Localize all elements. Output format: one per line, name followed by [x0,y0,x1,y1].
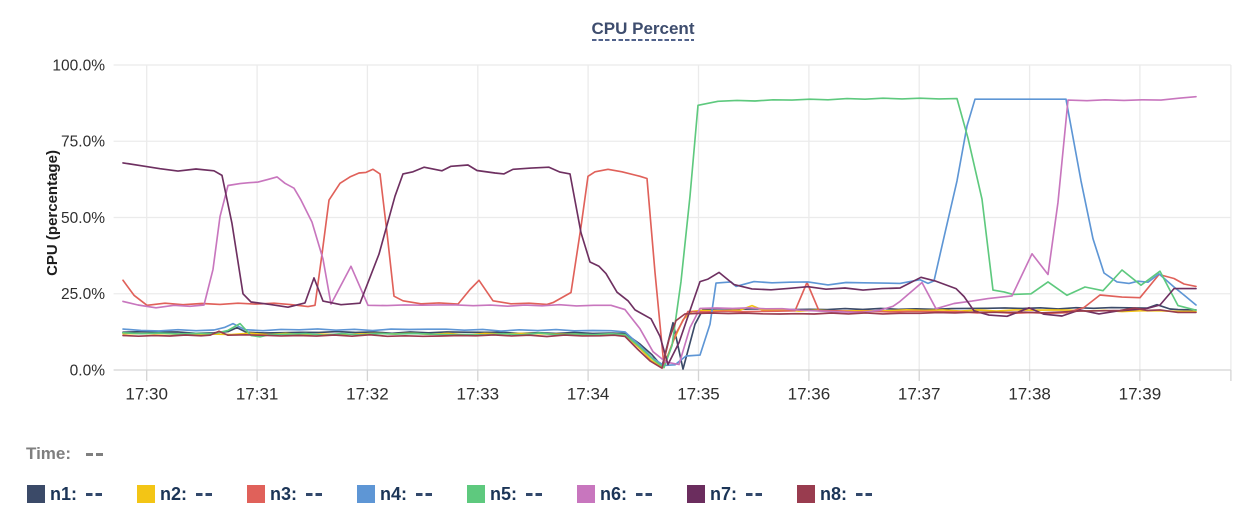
svg-text:75.0%: 75.0% [61,133,105,150]
svg-text:17:38: 17:38 [1008,385,1051,404]
svg-text:17:30: 17:30 [125,385,168,404]
svg-text:17:32: 17:32 [346,385,389,404]
svg-text:17:39: 17:39 [1119,385,1162,404]
svg-text:17:34: 17:34 [567,385,610,404]
svg-text:CPU (percentage): CPU (percentage) [44,150,61,276]
svg-text:17:37: 17:37 [898,385,941,404]
svg-text:50.0%: 50.0% [61,210,105,227]
svg-text:17:35: 17:35 [677,385,720,404]
svg-text:25.0%: 25.0% [61,286,105,303]
svg-text:17:33: 17:33 [457,385,500,404]
svg-text:17:31: 17:31 [236,385,279,404]
svg-text:100.0%: 100.0% [52,57,105,74]
svg-text:17:36: 17:36 [788,385,831,404]
svg-text:0.0%: 0.0% [70,362,106,379]
